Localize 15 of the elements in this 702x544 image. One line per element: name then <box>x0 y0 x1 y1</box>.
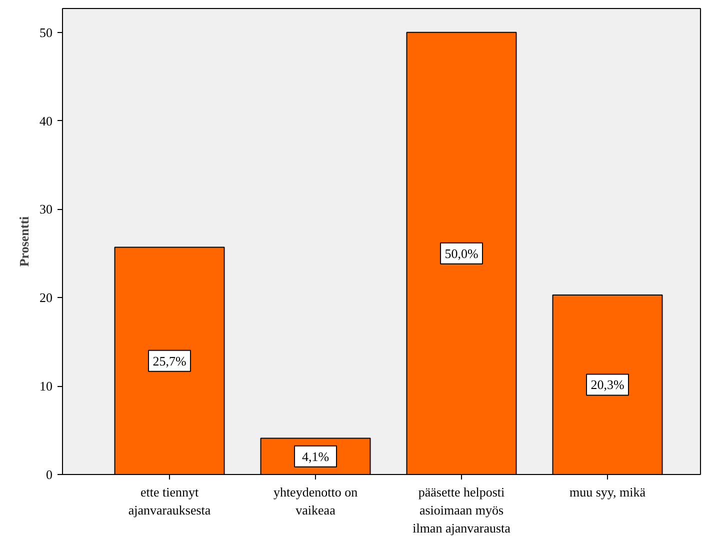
data-label: 25,7% <box>152 353 186 368</box>
x-tick-label: muu syy, mikä <box>569 484 646 500</box>
y-tick-label: 30 <box>40 202 52 217</box>
x-tick-label: ette tiennyt ajanvarauksesta <box>128 484 211 518</box>
data-label: 50,0% <box>444 246 478 261</box>
data-label: 20,3% <box>590 377 624 392</box>
y-tick-label: 50 <box>40 24 52 40</box>
y-tick-label: 0 <box>46 467 52 482</box>
y-tick-label: 10 <box>40 378 52 394</box>
y-tick-label: 40 <box>40 113 52 128</box>
y-axis-title: Prosentti <box>16 216 32 267</box>
x-tick-label: yhteydenotto on vaikeaa <box>273 484 358 518</box>
x-tick-label: pääsette helposti asioimaan myös ilman ajanvarausta <box>412 484 511 536</box>
y-tick-label: 20 <box>40 290 52 306</box>
data-label: 4,1% <box>302 448 330 464</box>
